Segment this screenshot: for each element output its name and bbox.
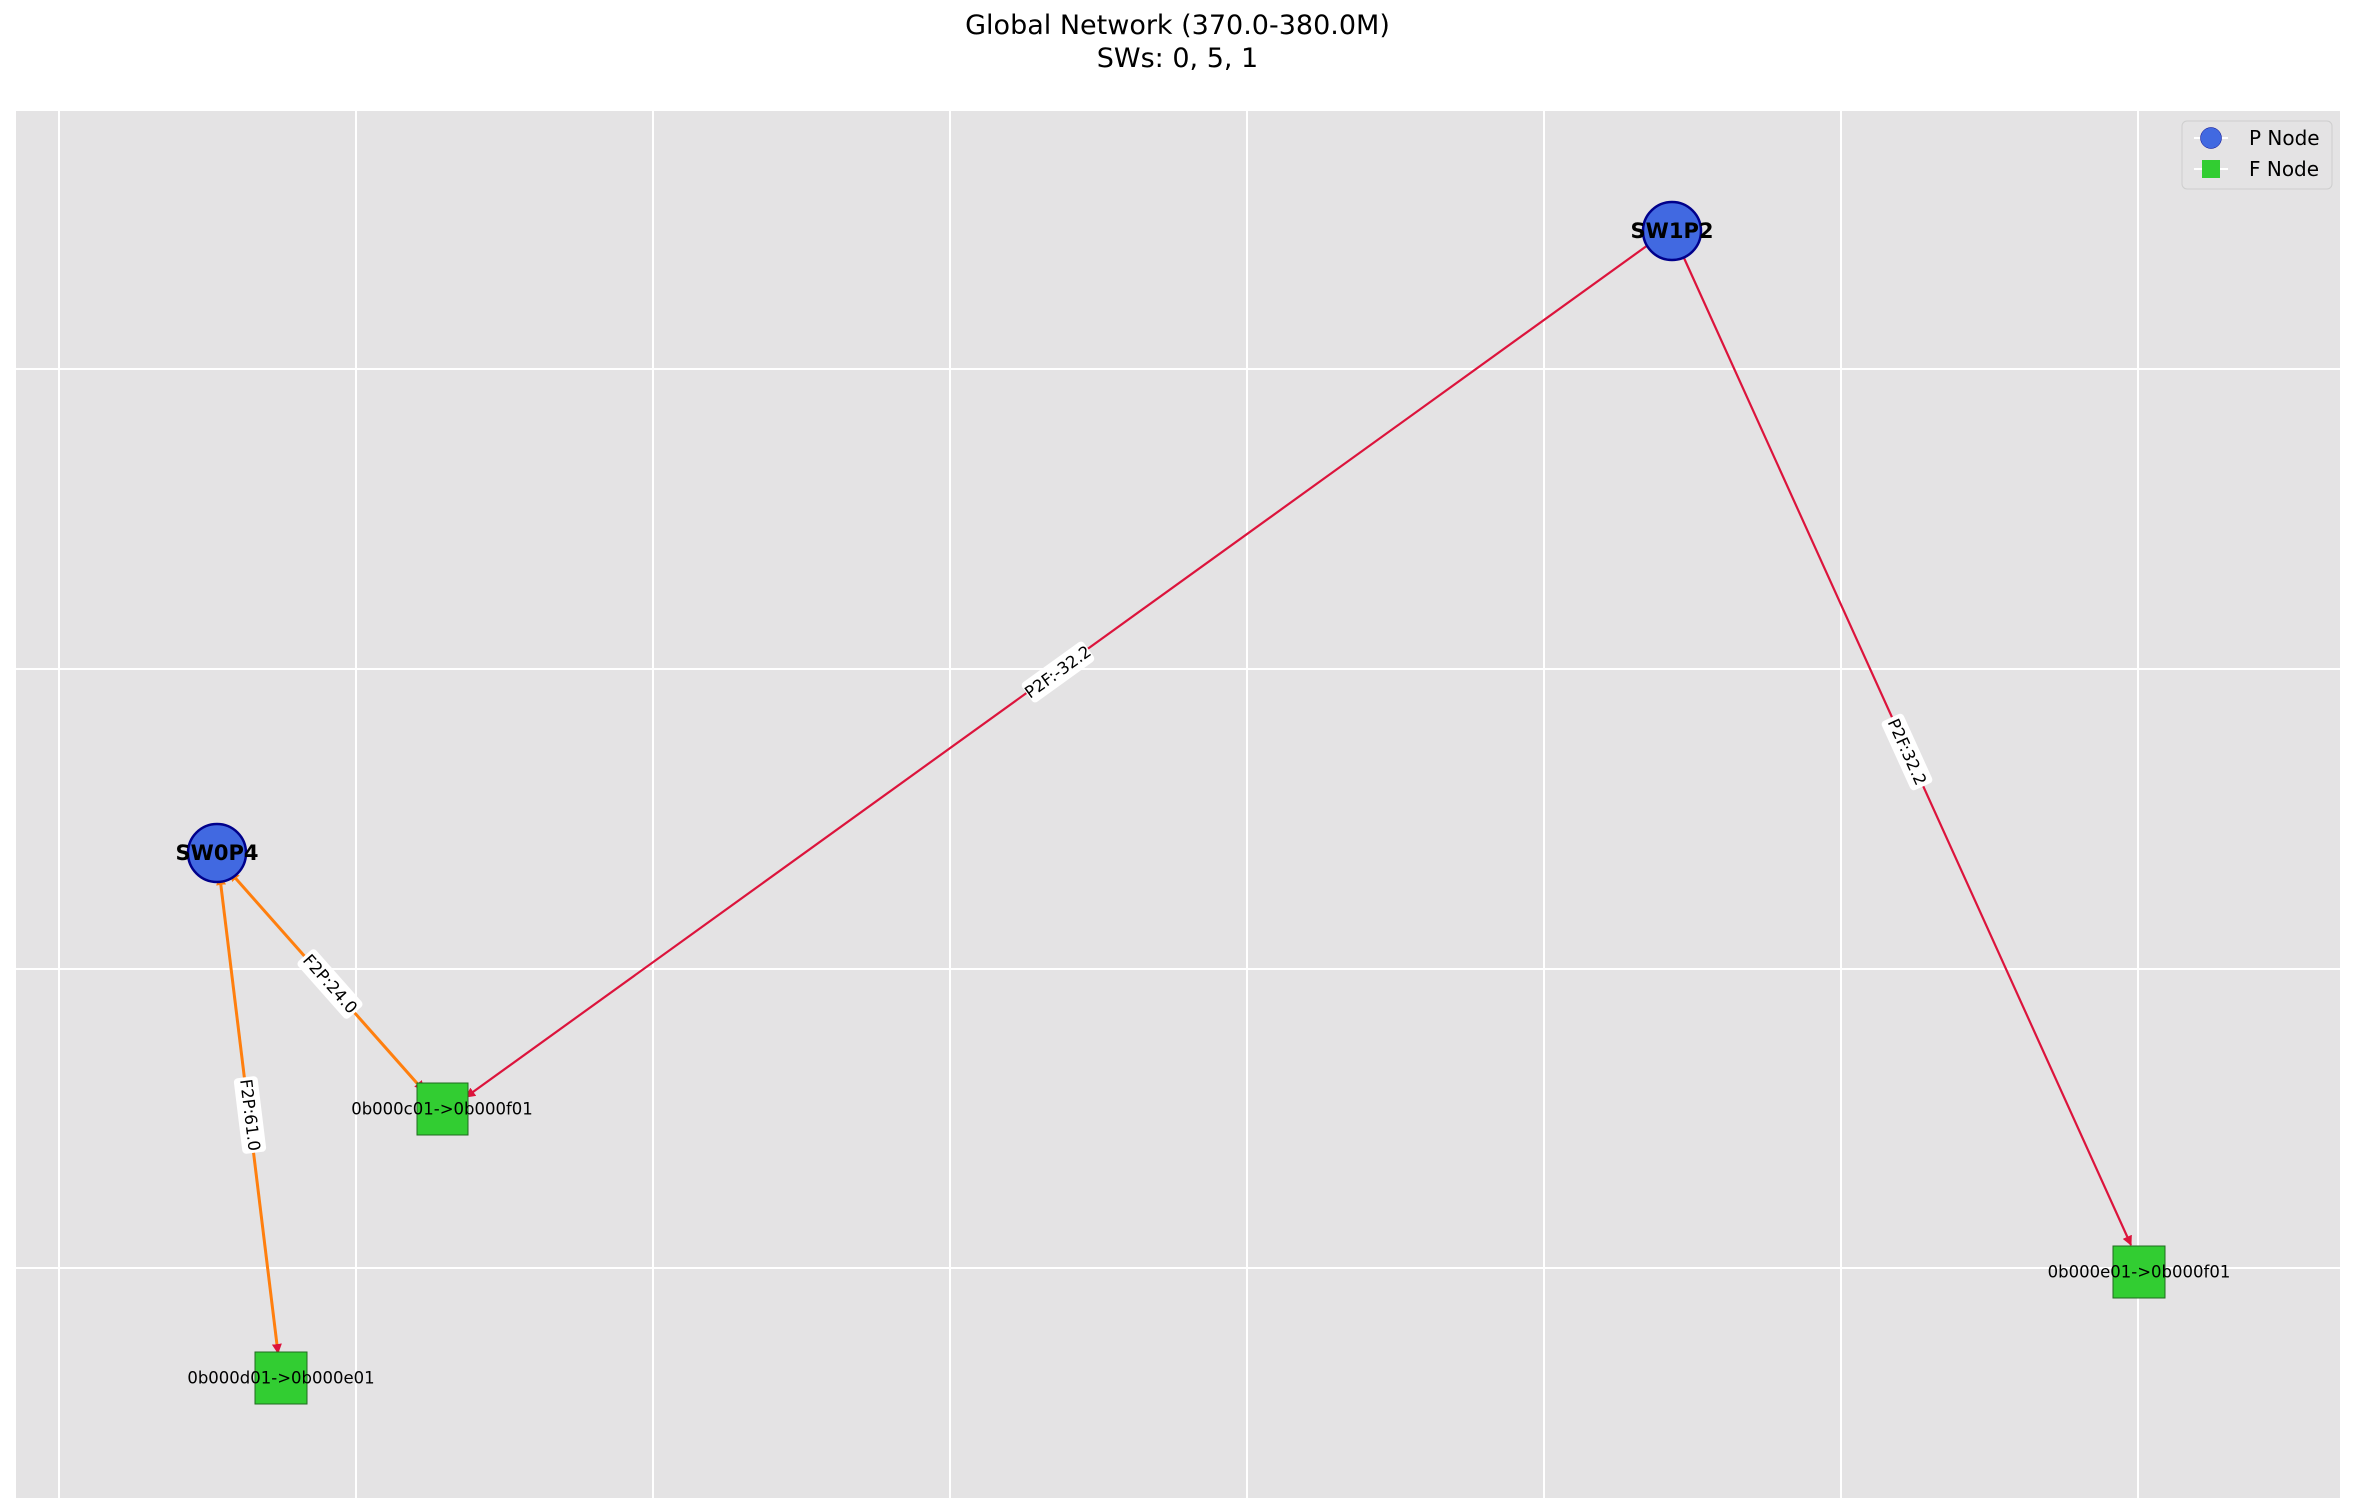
node-label: 0b000d01->0b000e01 — [187, 1369, 374, 1388]
node-label: 0b000c01->0b000f01 — [351, 1100, 533, 1119]
legend-f-node-marker — [2202, 160, 2220, 178]
plot-area — [16, 111, 2340, 1498]
chart-subtitle: SWs: 0, 5, 1 — [1096, 43, 1259, 74]
edge-label-e4: F2P:61.0 — [233, 1076, 267, 1154]
node-sw1p2: SW1P2 — [1631, 200, 1714, 262]
legend-f-node-label: F Node — [2249, 157, 2319, 181]
node-label: SW0P4 — [176, 841, 259, 865]
chart-title: Global Network (370.0-380.0M) — [965, 10, 1390, 41]
node-f3: 0b000d01->0b000e01 — [187, 1351, 375, 1405]
node-f1: 0b000c01->0b000f01 — [351, 1082, 533, 1136]
legend: P Node F Node — [2181, 120, 2333, 190]
legend-p-node-marker — [2200, 127, 2222, 149]
node-sw0p4: SW0P4 — [176, 822, 259, 884]
node-f2: 0b000e01->0b000f01 — [2048, 1245, 2231, 1299]
legend-p-node-label: P Node — [2249, 126, 2320, 150]
node-label: 0b000e01->0b000f01 — [2048, 1263, 2231, 1282]
node-label: SW1P2 — [1631, 219, 1714, 243]
